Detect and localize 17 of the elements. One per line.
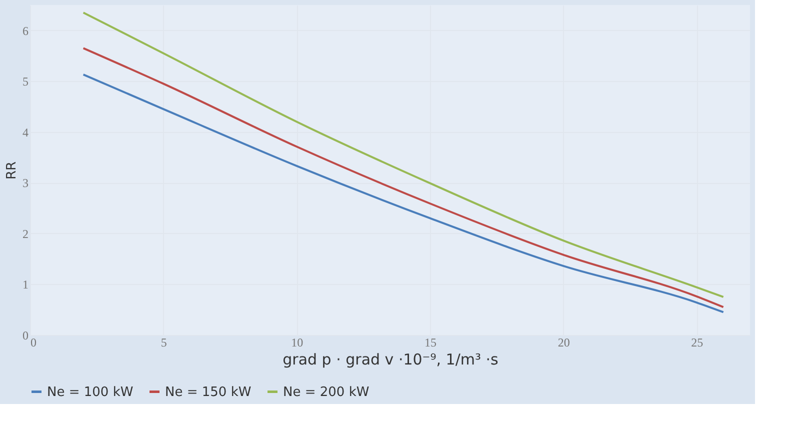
- x-tick-label: 5: [160, 336, 167, 350]
- x-axis-title: grad p · grad v ·10⁻⁹, 1/m³ ·s: [282, 350, 499, 368]
- legend-label: Ne = 150 kW: [165, 384, 252, 400]
- x-tick-label: 10: [291, 336, 304, 350]
- y-tick-label: 3: [22, 176, 28, 190]
- y-tick-label: 1: [22, 278, 28, 292]
- x-tick-label: 25: [691, 336, 704, 350]
- legend-label: Ne = 100 kW: [47, 384, 134, 400]
- y-tick-label: 5: [22, 74, 28, 89]
- x-tick-label: 15: [424, 336, 436, 350]
- x-tick-label: 20: [558, 336, 570, 350]
- y-tick-label: 6: [22, 24, 28, 38]
- y-tick-label: 2: [22, 226, 28, 241]
- y-tick-label: 4: [22, 125, 28, 140]
- y-axis-title: RR: [4, 161, 20, 180]
- line-series: [82, 12, 724, 298]
- legend-label: Ne = 200 kW: [283, 384, 370, 400]
